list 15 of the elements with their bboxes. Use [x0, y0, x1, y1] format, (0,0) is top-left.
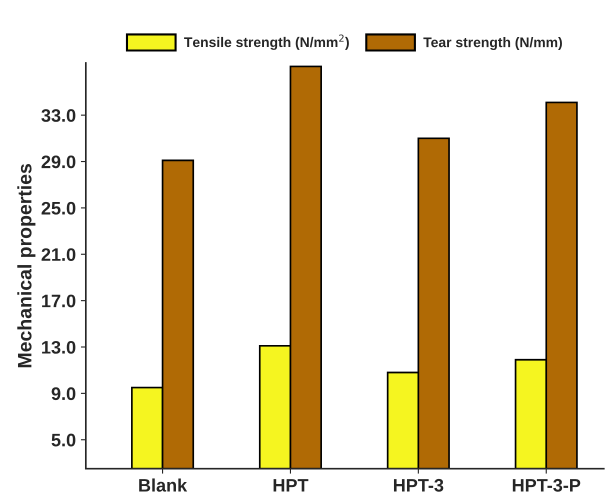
x-tick-label: HPT-3: [394, 478, 444, 492]
y-tick-label: 29.0: [42, 155, 76, 168]
y-tick-label: 25.0: [42, 202, 76, 215]
y-tick-label: 5.0: [52, 434, 76, 446]
y-tick-label: 17.0: [42, 294, 76, 308]
y-tick-label: 13.0: [42, 340, 76, 354]
y-tick-label: 9.0: [52, 387, 76, 400]
y-axis-title: Mechanical properties: [17, 164, 36, 368]
x-tick-label: HPT-3-P: [512, 478, 580, 492]
x-tick-label: HPT: [274, 479, 308, 492]
legend-label: Tensile strength (N/mm$^{2}$): [184, 34, 349, 50]
y-tick-label: 21.0: [42, 248, 76, 261]
y-tick-label: 33.0: [41, 109, 76, 122]
legend-label: Tear strength (N/mm): [423, 37, 562, 50]
x-tick-label: Blank: [139, 478, 188, 492]
